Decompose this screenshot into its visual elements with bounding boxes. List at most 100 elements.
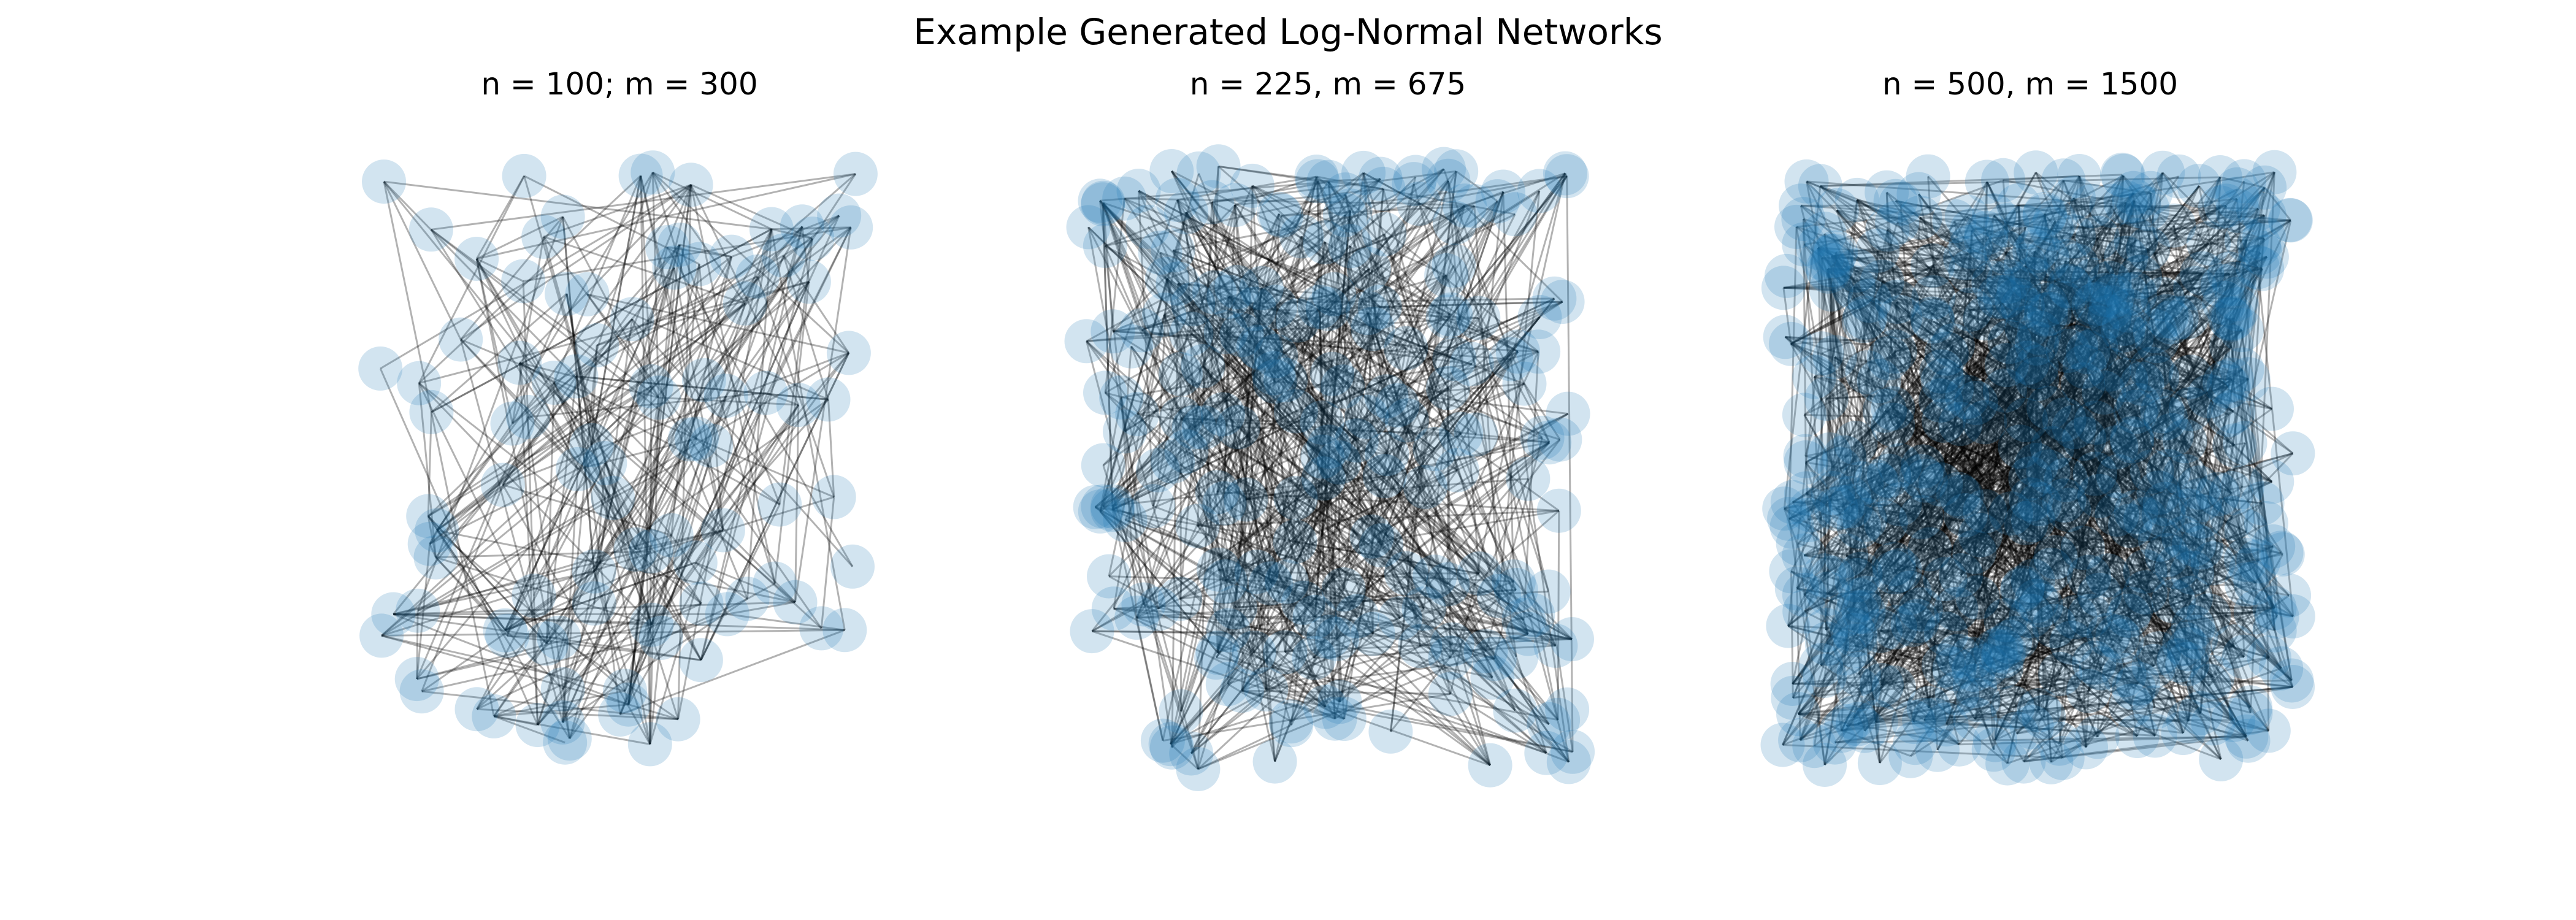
network-edge [2199, 240, 2248, 713]
network-edge [1920, 175, 2125, 518]
network-node [1236, 324, 1281, 369]
network-node [1265, 559, 1309, 604]
network-edge [1853, 286, 2225, 383]
network-edge [1211, 201, 1519, 353]
network-edge [2032, 392, 2105, 521]
network-edge [1171, 171, 1517, 591]
network-edge [2003, 175, 2080, 652]
network-edge [1827, 268, 2109, 577]
network-edge [1274, 307, 1288, 582]
network-edge [2107, 554, 2168, 577]
network-edge [1170, 486, 1426, 745]
network-node [1988, 619, 2033, 664]
network-edge [1984, 302, 2225, 512]
network-edge [1878, 484, 2193, 574]
network-edge [1863, 321, 1883, 686]
network-edge [1806, 180, 2137, 513]
network-edge [1955, 369, 2110, 610]
network-edge [1186, 450, 1407, 575]
network-edge [2063, 419, 2222, 760]
network-edge [2212, 563, 2247, 737]
network-edge [2051, 310, 2129, 449]
network-edge [2003, 440, 2133, 653]
network-edge [1087, 226, 1324, 458]
network-edge [1197, 510, 1559, 527]
network-edge [2149, 193, 2188, 664]
network-edge [417, 352, 849, 611]
network-edge [1853, 395, 2210, 719]
network-edge [1170, 316, 1541, 745]
network-node [2123, 497, 2168, 542]
network-edge [1333, 171, 1457, 295]
network-node [2004, 397, 2049, 442]
network-edge [1130, 345, 1247, 500]
network-edge [1792, 519, 1866, 699]
network-edge [2138, 205, 2175, 602]
network-edge [1172, 250, 1436, 450]
network-edge [2037, 247, 2282, 669]
network-edge [553, 382, 592, 446]
network-edge [1941, 370, 2202, 714]
network-edge [1112, 385, 1343, 508]
network-edge [1852, 286, 2040, 711]
network-edge [1804, 475, 2119, 613]
network-edge [1993, 215, 2229, 388]
network-edge [770, 229, 846, 631]
network-edge [1216, 296, 1230, 493]
network-edge [1141, 329, 1514, 583]
network-edge [2193, 516, 2203, 545]
network-edge [1952, 345, 1988, 666]
network-node [1433, 201, 1477, 245]
network-edge [1788, 256, 2267, 520]
network-node [2131, 644, 2176, 688]
network-edge [1993, 215, 2191, 410]
network-node [743, 370, 788, 415]
network-edge [1953, 221, 2024, 588]
network-edge [1260, 288, 1374, 634]
network-edge [1095, 301, 1563, 508]
network-edge [1841, 285, 2070, 732]
network-edge [2016, 545, 2274, 639]
network-edge [1246, 441, 1550, 500]
network-edge [604, 462, 702, 604]
network-edge [1880, 278, 2033, 686]
network-edge [435, 550, 651, 559]
network-edge [1942, 379, 2225, 383]
network-edge [700, 238, 813, 661]
network-edge [1460, 358, 1512, 435]
network-edge [1260, 288, 1425, 609]
network-edge [1805, 171, 2275, 464]
network-edge [1254, 308, 1458, 471]
network-edge [619, 624, 653, 715]
network-edge [1803, 220, 2291, 596]
network-edge [562, 598, 748, 724]
network-edge [1884, 410, 2214, 678]
network-edge [2074, 240, 2137, 618]
network-edge [1227, 629, 1267, 690]
network-node [723, 281, 767, 326]
network-node [629, 602, 674, 647]
network-node [1244, 667, 1289, 712]
network-edge [1880, 280, 2095, 686]
network-edge [2093, 206, 2221, 282]
network-edge [1860, 318, 1933, 484]
network-edge [1853, 368, 2153, 719]
network-edge [1826, 643, 1842, 731]
network-edge [381, 496, 835, 637]
network-edge [435, 267, 675, 558]
network-edge [652, 171, 772, 230]
network-edge [1806, 493, 2139, 684]
network-node [545, 271, 589, 316]
network-edge [1820, 650, 2004, 667]
network-edge [1892, 407, 2156, 737]
network-edge [2018, 288, 2024, 588]
network-edge [1447, 180, 1517, 657]
network-node [618, 153, 663, 198]
network-edge [2082, 352, 2089, 548]
network-edge [1266, 657, 1495, 691]
network-edge [2047, 471, 2126, 675]
network-edge [1933, 327, 2028, 720]
network-edge [2010, 343, 2038, 514]
network-edge [1386, 383, 1525, 397]
network-edge [596, 280, 810, 347]
